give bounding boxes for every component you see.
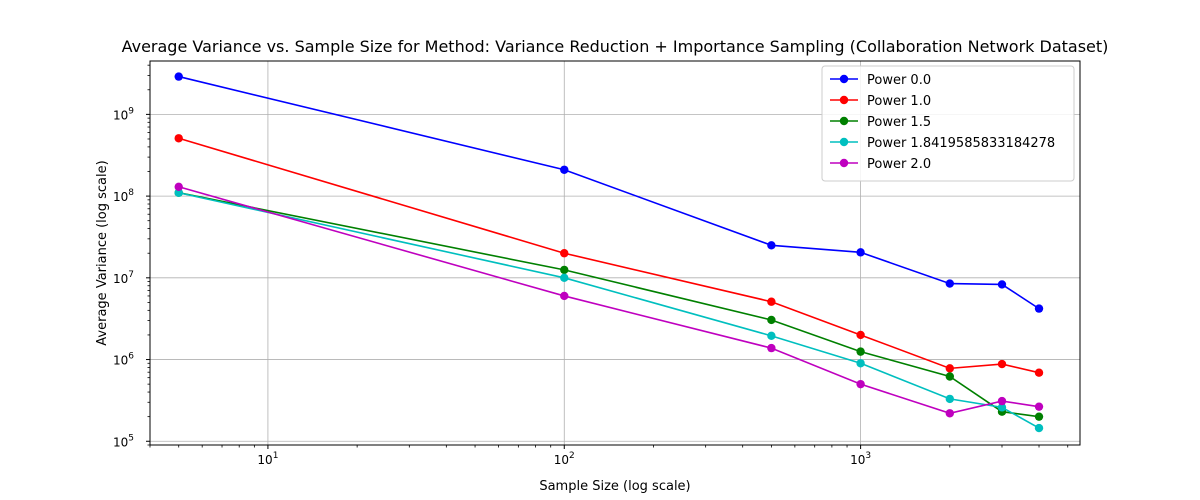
data-point xyxy=(997,359,1007,369)
data-point xyxy=(856,379,865,389)
x-tick-label: 102 xyxy=(554,451,575,467)
y-tick-label: 106 xyxy=(113,352,134,368)
y-axis-label: Average Variance (log scale) xyxy=(95,160,110,345)
data-point xyxy=(767,343,776,353)
legend-label: Power 1.5 xyxy=(867,115,931,130)
data-point xyxy=(945,364,955,373)
y-tick-label: 109 xyxy=(113,106,134,122)
legend-label: Power 1.0 xyxy=(867,94,931,109)
y-tick-label: 107 xyxy=(113,270,134,286)
data-point xyxy=(856,330,865,340)
data-point xyxy=(945,409,955,418)
data-point xyxy=(174,134,183,143)
data-point xyxy=(174,72,183,81)
data-point xyxy=(1034,423,1044,433)
legend-marker xyxy=(839,137,849,147)
data-point xyxy=(1034,368,1044,377)
x-tick-label: 103 xyxy=(850,451,871,467)
legend-entry: Power 1.8419585833184278 xyxy=(830,136,1055,151)
data-point xyxy=(560,265,569,275)
data-point xyxy=(767,315,776,325)
series-2 xyxy=(174,188,1044,421)
legend: Power 0.0 Power 1.0 Power 1.5 Power 1.84195… xyxy=(821,65,1075,182)
x-tick-label: 101 xyxy=(257,451,278,467)
data-point xyxy=(945,394,955,404)
data-point xyxy=(1034,304,1044,313)
data-point xyxy=(945,372,955,381)
series-0 xyxy=(174,72,1044,313)
legend-label: Power 2.0 xyxy=(867,157,931,172)
data-point xyxy=(997,396,1007,406)
legend-marker xyxy=(839,158,849,168)
legend-box xyxy=(821,65,1075,182)
legend-label: Power 0.0 xyxy=(867,73,931,88)
legend-entry: Power 2.0 xyxy=(830,157,931,172)
data-point xyxy=(856,347,865,356)
chart-title: Average Variance vs. Sample Size for Met… xyxy=(122,37,1109,56)
data-point xyxy=(1034,402,1044,411)
data-point xyxy=(767,297,776,306)
legend-label: Power 1.8419585833184278 xyxy=(867,136,1055,151)
legend-marker xyxy=(839,116,849,126)
data-point xyxy=(856,359,865,368)
data-point xyxy=(945,279,955,288)
series-3 xyxy=(174,188,1044,433)
y-tick-label: 105 xyxy=(113,433,134,449)
data-point xyxy=(560,165,569,174)
legend-entry: Power 1.0 xyxy=(830,94,931,109)
data-point xyxy=(856,248,865,257)
data-point xyxy=(767,241,776,250)
series-line xyxy=(178,191,1040,429)
legend-marker xyxy=(839,95,849,105)
data-point xyxy=(1034,412,1044,421)
data-point xyxy=(767,331,776,341)
data-point xyxy=(560,249,569,258)
axis-ticks: 101 102 103 105 106 107 108 109 xyxy=(113,64,1069,467)
data-point xyxy=(997,403,1007,412)
series-layer xyxy=(174,72,1044,433)
legend-marker xyxy=(839,74,849,84)
series-4 xyxy=(174,182,1044,418)
x-axis-label: Sample Size (log scale) xyxy=(539,479,690,494)
data-point xyxy=(997,280,1007,289)
data-point xyxy=(174,188,183,197)
data-point xyxy=(174,182,183,191)
data-point xyxy=(560,273,569,283)
y-tick-label: 108 xyxy=(113,188,134,204)
legend-entry: Power 0.0 xyxy=(830,73,931,88)
data-point xyxy=(560,291,569,301)
series-1 xyxy=(174,134,1044,377)
legend-entry: Power 1.5 xyxy=(830,115,931,130)
